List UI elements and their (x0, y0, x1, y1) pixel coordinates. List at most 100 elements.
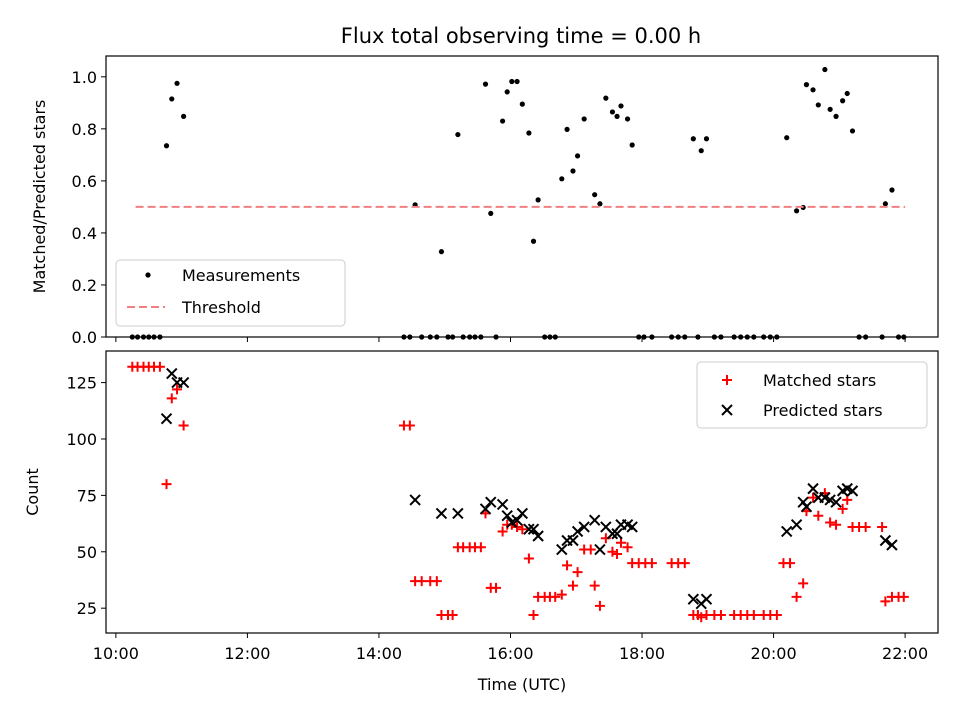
legend-box (115, 259, 346, 327)
x-tick-label: 18:00 (619, 644, 665, 663)
measurement-point (844, 90, 850, 97)
top-axes-frame (105, 55, 939, 338)
predicted-point (879, 534, 892, 547)
matched-point (622, 542, 633, 553)
measurement-point (609, 109, 616, 115)
x-tick-label: 10:00 (93, 644, 139, 663)
y-tick-label: 100 (66, 430, 97, 449)
matched-point (837, 503, 848, 514)
y-tick-label: 25 (77, 599, 97, 618)
predicted-point (160, 412, 173, 425)
measurement-point (181, 113, 187, 119)
predicted-point (485, 496, 497, 508)
measurement-point (827, 106, 833, 112)
measurement-point (793, 208, 800, 214)
predicted-point (523, 523, 535, 535)
matched-point (898, 591, 909, 602)
matched-point (594, 600, 605, 611)
matched-point (771, 609, 782, 620)
matched-point (572, 567, 583, 578)
top-legend: Measurements Threshold (115, 259, 346, 327)
measurement-point (784, 135, 790, 141)
predicted-point (567, 534, 579, 547)
y-tick-label: 0.2 (72, 276, 97, 295)
measurement-point (574, 153, 581, 159)
measurement-point (698, 148, 704, 154)
measurement-point (840, 98, 846, 104)
matched-point (416, 576, 427, 587)
top-panel-ratio: 0.0 0.2 0.4 0.6 0.8 1.0 Matched/Predicted star… (30, 55, 939, 347)
legend-x-marker (721, 404, 733, 416)
legend-label: Matched stars (763, 371, 876, 390)
predicted-point (687, 593, 700, 605)
y-tick-label: 0.4 (72, 224, 97, 243)
predicted-point (435, 507, 448, 520)
measurement-point (614, 113, 620, 119)
predicted-point (606, 528, 619, 540)
matched-point (808, 492, 819, 503)
matched-point (556, 589, 567, 600)
matched-point (562, 560, 573, 571)
matched-point (600, 533, 611, 544)
matched-point (517, 524, 528, 535)
y-tick-label: 125 (66, 374, 97, 393)
matched-point (615, 537, 626, 548)
x-tick-label: 14:00 (356, 644, 402, 663)
predicted-point (452, 507, 464, 520)
legend-plus-marker (722, 375, 732, 385)
predicted-point (807, 482, 819, 495)
measurement-point (530, 238, 537, 244)
measurement-point (163, 143, 170, 149)
predicted-point (588, 514, 601, 526)
matched-point (491, 582, 502, 593)
measurement-point (438, 249, 445, 255)
predicted-point (830, 496, 842, 508)
matched-point (646, 558, 657, 569)
predicted-point (479, 503, 492, 515)
top-y-axis-label: Matched/Predicted stars (30, 100, 49, 294)
predicted-point (781, 525, 793, 538)
predicted-point (594, 543, 606, 556)
matched-point (791, 591, 802, 602)
legend-box (696, 361, 928, 429)
matched-point (523, 553, 534, 564)
y-tick-label: 1.0 (72, 68, 97, 87)
measurement-point (849, 128, 856, 134)
measurement-point (690, 136, 696, 142)
measurement-point (703, 136, 710, 142)
matched-point (880, 596, 891, 607)
measurement-point (810, 87, 816, 93)
measurement-point (519, 101, 525, 107)
measurement-point (535, 197, 541, 203)
predicted-point (571, 525, 584, 538)
measurement-point (822, 66, 828, 73)
matched-point (550, 591, 561, 602)
measurement-point (833, 113, 839, 119)
matched-point (696, 612, 707, 623)
x-axis-label: Time (UTC) (477, 675, 566, 694)
measurement-point (815, 102, 821, 108)
legend-label: Threshold (181, 298, 261, 317)
predicted-point (532, 530, 544, 542)
x-tick-label: 12:00 (224, 644, 270, 663)
y-tick-label: 0.6 (72, 172, 97, 191)
predicted-point (177, 376, 190, 389)
measurement-point (504, 89, 510, 95)
y-tick-label: 50 (77, 543, 97, 562)
predicted-point (824, 494, 836, 506)
measurement-point (603, 95, 609, 101)
measurement-point (174, 80, 180, 86)
measurement-point (618, 103, 624, 109)
measurement-point (509, 78, 515, 85)
measurement-point (592, 192, 598, 198)
measurement-point (564, 126, 570, 132)
predicted-point (511, 514, 523, 526)
matched-point (166, 393, 177, 404)
measurement-point (169, 96, 175, 102)
matched-point (589, 580, 600, 591)
matched-point (567, 580, 578, 591)
x-tick-label: 16:00 (487, 644, 533, 663)
top-series-measurements (129, 66, 907, 340)
matched-point (679, 558, 690, 569)
